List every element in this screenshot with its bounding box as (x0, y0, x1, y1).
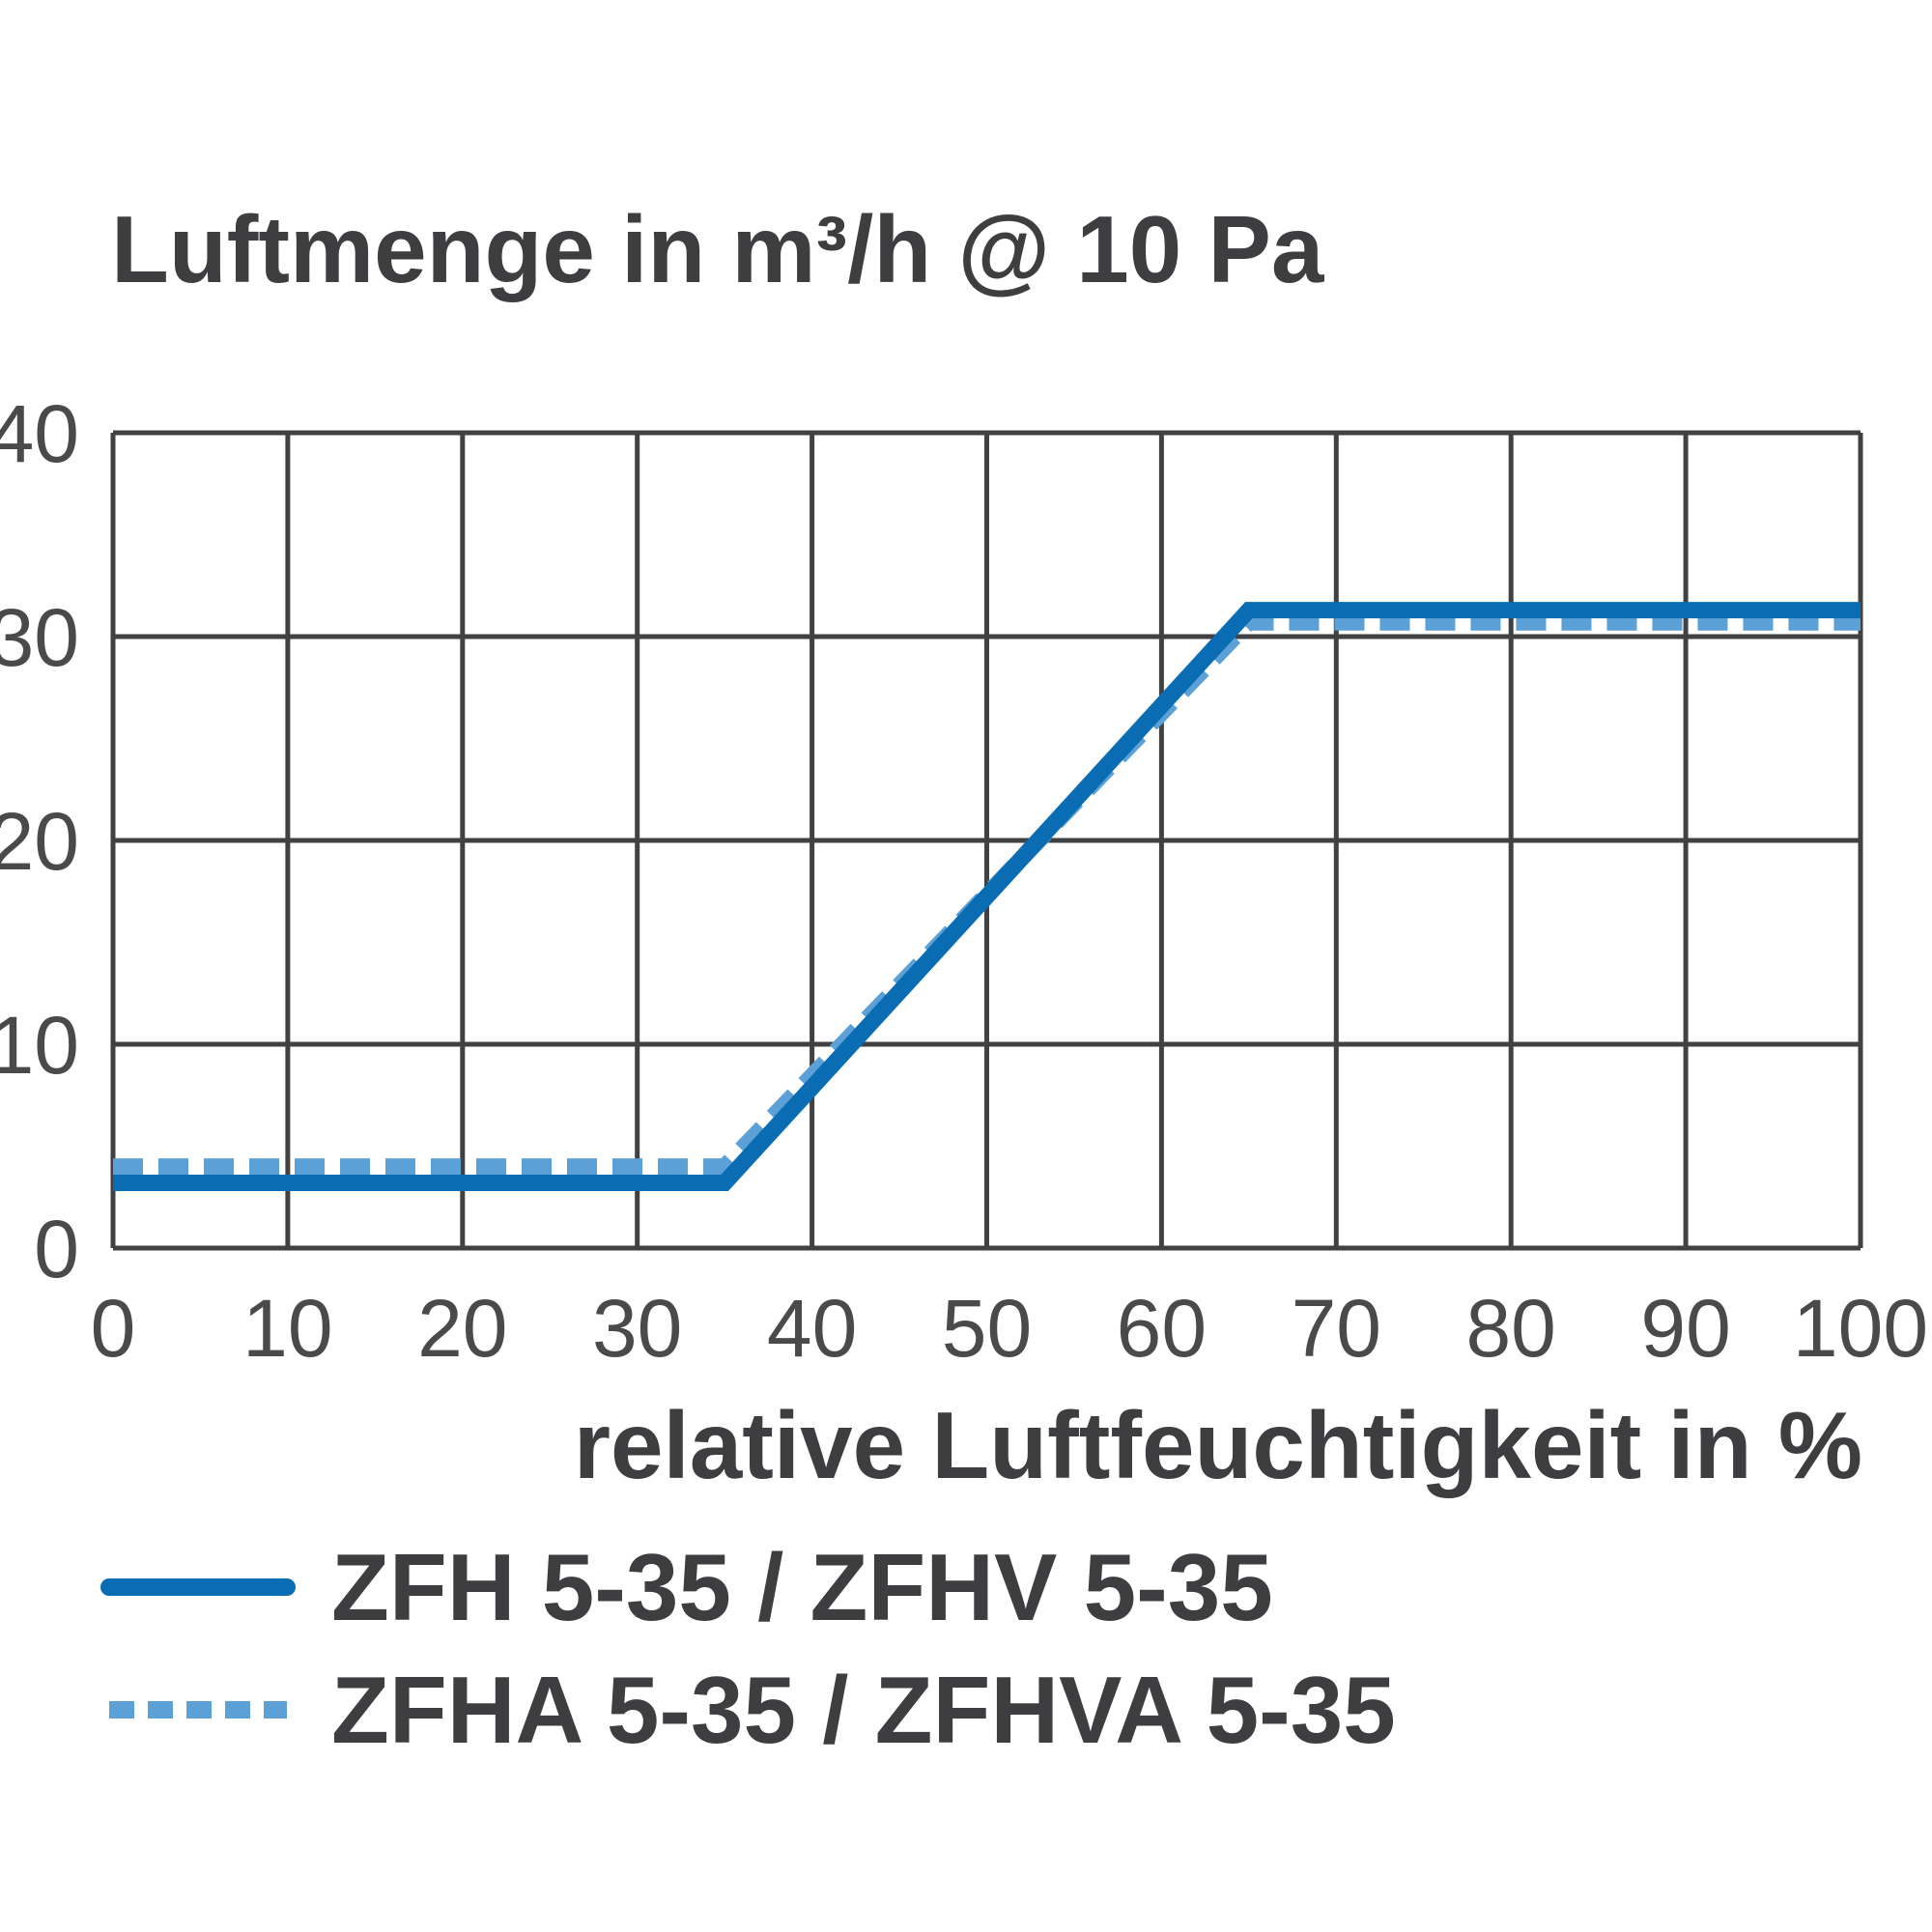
series-line-solid (113, 602, 1861, 1191)
x-axis-ticks: 0 10 20 30 40 50 60 70 80 90 100 (91, 1283, 1928, 1374)
y-tick-label: 20 (0, 796, 79, 887)
y-tick-label: 10 (0, 1000, 79, 1091)
y-tick-label: 40 (0, 388, 79, 479)
x-tick-label: 70 (1292, 1283, 1381, 1374)
x-tick-label: 20 (417, 1283, 507, 1374)
x-tick-label: 80 (1465, 1283, 1555, 1374)
x-tick-label: 60 (1117, 1283, 1207, 1374)
x-tick-label: 90 (1640, 1283, 1730, 1374)
x-tick-label: 50 (942, 1283, 1032, 1374)
legend-label: ZFHA 5-35 / ZFHVA 5-35 (331, 1657, 1396, 1763)
x-tick-label: 30 (592, 1283, 682, 1374)
legend: ZFH 5-35 / ZFHV 5-35 ZFHA 5-35 / ZFHVA 5-… (100, 1534, 1396, 1763)
y-axis-ticks: 0 10 20 30 40 (0, 388, 79, 1294)
grid (110, 430, 1863, 1251)
x-tick-label: 40 (767, 1283, 857, 1374)
x-axis-label: relative Luftfeuchtigkeit in % (574, 1392, 1862, 1498)
y-tick-label: 30 (0, 592, 79, 683)
y-tick-label: 0 (34, 1204, 79, 1294)
x-tick-label: 0 (91, 1283, 136, 1374)
x-tick-label: 10 (242, 1283, 332, 1374)
chart-title: Luftmenge in m³/h @ 10 Pa (111, 196, 1325, 302)
legend-label: ZFH 5-35 / ZFHV 5-35 (331, 1534, 1273, 1640)
series (113, 602, 1861, 1191)
x-tick-label: 100 (1793, 1283, 1928, 1374)
